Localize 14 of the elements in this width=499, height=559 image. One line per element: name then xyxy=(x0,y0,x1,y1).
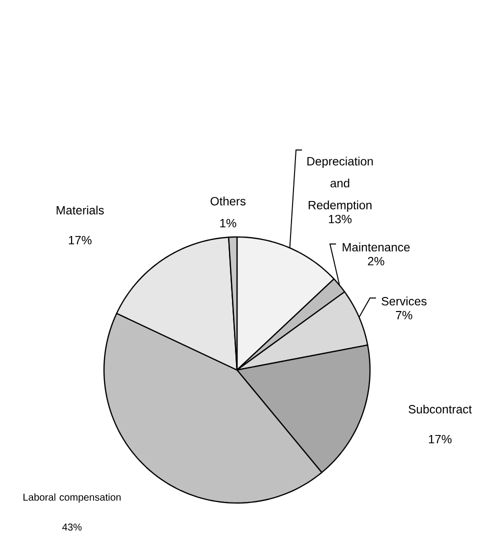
slice-label: Subcontract xyxy=(408,404,472,414)
data-label: 7% xyxy=(396,310,412,320)
data-label: 1% xyxy=(220,218,236,228)
slice-label: Materials xyxy=(56,206,104,214)
data-label: 17% xyxy=(68,236,92,244)
slice-label: Maintenance xyxy=(342,242,410,252)
slice-label: Services xyxy=(382,296,426,306)
data-label: 2% xyxy=(368,256,384,266)
slice-label: Laboral compensation xyxy=(24,493,121,503)
data-label: 43% xyxy=(62,524,82,531)
slice-label: Others xyxy=(210,196,246,206)
data-label: 13% xyxy=(328,214,352,224)
data-label: 17% xyxy=(428,434,452,444)
slice-label: Depreciation and Redemption xyxy=(307,156,373,212)
